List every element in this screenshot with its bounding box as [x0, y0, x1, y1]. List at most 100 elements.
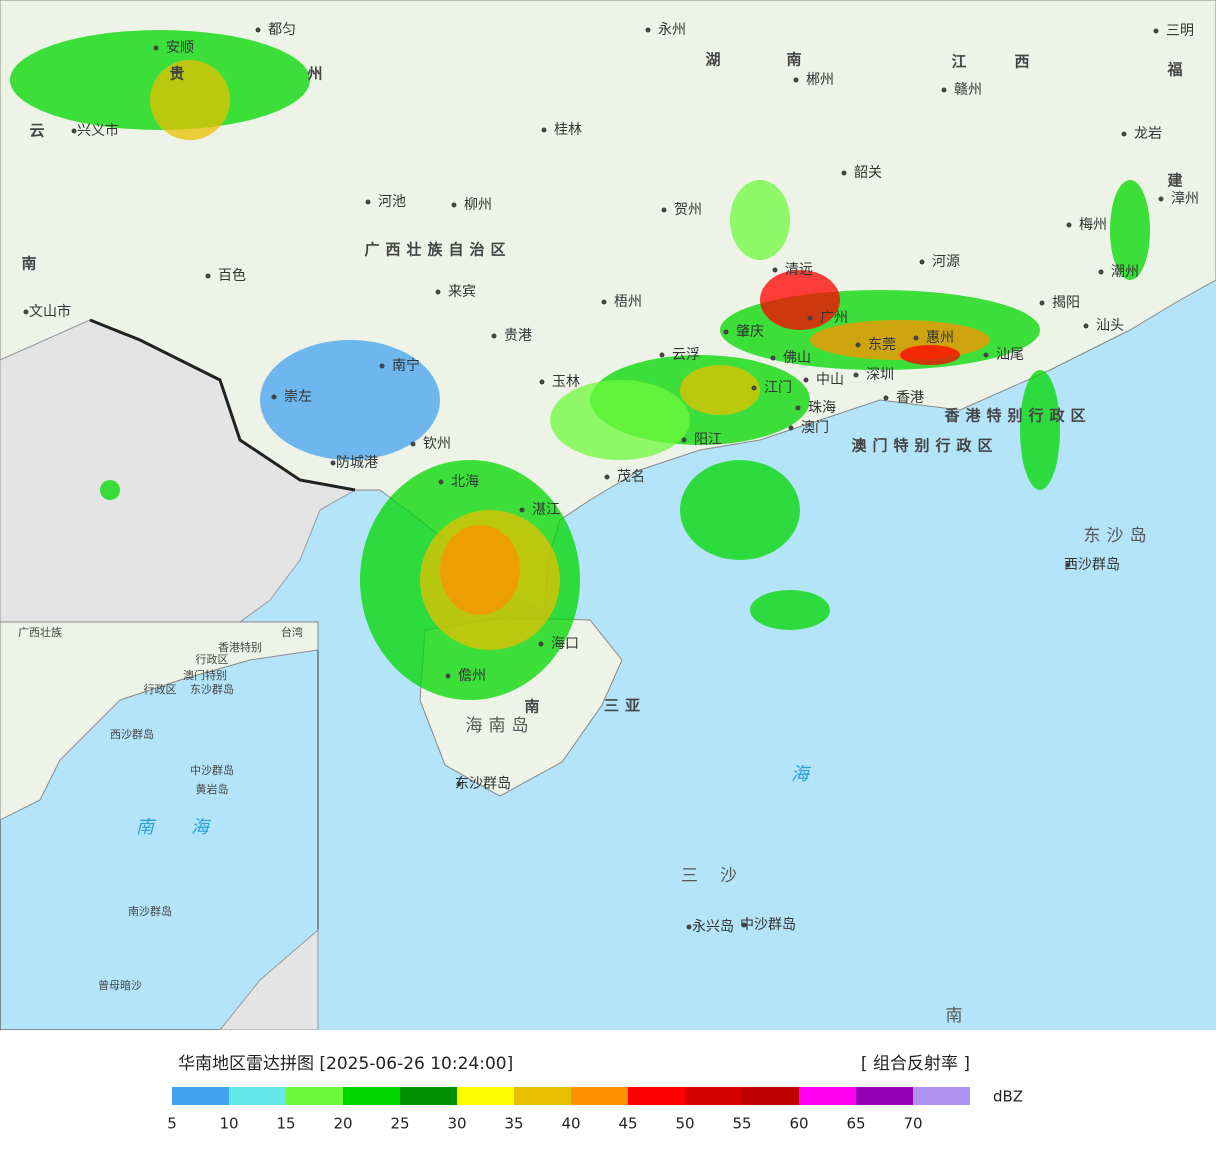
echo: [260, 340, 440, 460]
city-dot: [645, 27, 651, 33]
city-dot: [807, 315, 813, 321]
city-label: 阳江: [694, 432, 722, 448]
legend-tick: 20: [333, 1115, 352, 1133]
inset-label: 曾母暗沙: [98, 978, 142, 992]
legend-swatch: [286, 1087, 343, 1105]
city-label: 肇庆: [736, 324, 764, 340]
city-dot: [435, 289, 441, 295]
city-dot: [723, 329, 729, 335]
city-label: 郴州: [806, 72, 834, 88]
region-label: 广西壮族自治区: [364, 241, 511, 259]
city-dot: [1066, 222, 1072, 228]
city-label: 中沙群岛: [740, 917, 796, 933]
region-label: 南: [524, 698, 545, 716]
city-dot: [1098, 269, 1104, 275]
city-dot: [681, 437, 687, 443]
inset-label: 海: [191, 817, 212, 838]
city-label: 海口: [551, 636, 579, 652]
city-label: 崇左: [284, 389, 312, 405]
region-label: 香港特别行政区: [944, 407, 1091, 425]
echo: [440, 525, 520, 615]
inset-label: 行政区: [144, 682, 177, 696]
region-label: 三亚: [604, 697, 646, 715]
city-dot: [23, 309, 29, 315]
city-dot: [788, 425, 794, 431]
city-label: 三明: [1166, 23, 1194, 39]
city-label: 佛山: [783, 350, 811, 366]
legend-swatch: [229, 1087, 286, 1105]
radar-echoes: [10, 30, 1150, 700]
city-label: 云浮: [672, 347, 700, 363]
city-label: 茂名: [617, 468, 645, 485]
legend-tick: 25: [390, 1115, 409, 1133]
city-label: 桂林: [554, 122, 582, 138]
city-label: 永兴岛: [692, 919, 734, 935]
city-label: 东莞: [868, 337, 896, 353]
echo: [150, 60, 230, 140]
city-label: 清远: [785, 262, 813, 278]
city-dot: [379, 363, 385, 369]
city-label: 来宾: [448, 284, 476, 300]
inset-label: 香港特别: [218, 640, 262, 654]
legend-swatch: [457, 1087, 514, 1105]
inset-land: [0, 621, 319, 821]
city-dot: [1039, 300, 1045, 306]
echo: [680, 460, 800, 560]
legend-swatch: [856, 1087, 913, 1105]
city-dot: [770, 355, 776, 361]
city-label: 南宁: [392, 357, 420, 374]
city-dot: [855, 342, 861, 348]
title: 华南地区雷达拼图 [2025-06-26 10:24:00]: [178, 1054, 513, 1074]
echo: [900, 345, 960, 365]
city-label: 深圳: [866, 367, 894, 383]
region-label: 东沙岛: [1084, 526, 1153, 546]
city-dot: [803, 377, 809, 383]
city-label: 都匀: [268, 22, 296, 38]
inset-label: 黄岩岛: [196, 782, 229, 796]
legend-tick: 40: [561, 1115, 580, 1133]
city-label: 香港: [896, 390, 924, 406]
city-dot: [1153, 28, 1159, 34]
inset-label: 行政区: [196, 652, 229, 666]
legend-tick: 35: [504, 1115, 523, 1133]
echo: [1110, 180, 1150, 280]
city-label: 赣州: [954, 82, 982, 98]
city-label: 澳门: [801, 420, 829, 436]
city-dot: [983, 352, 989, 358]
city-label: 中山: [816, 372, 844, 388]
city-dot: [883, 395, 889, 401]
city-label: 河源: [932, 254, 960, 270]
city-dot: [686, 924, 692, 930]
city-dot: [604, 474, 610, 480]
legend-tick: 50: [675, 1115, 694, 1133]
region-label: 南: [946, 1006, 969, 1026]
city-label: 安顺: [166, 40, 194, 56]
inset-label: 东沙群岛: [190, 682, 234, 696]
city-dot: [330, 460, 336, 466]
city-label: 柳州: [464, 196, 492, 213]
city-dot: [255, 27, 261, 33]
city-label: 梅州: [1079, 217, 1107, 233]
city-dot: [519, 507, 525, 513]
city-label: 河池: [378, 194, 406, 210]
city-dot: [841, 170, 847, 176]
city-dot: [1121, 131, 1127, 137]
city-dot: [661, 207, 667, 213]
legend-swatch: [799, 1087, 856, 1105]
city-dot: [491, 333, 497, 339]
city-label: 湛江: [532, 502, 560, 518]
region-label: 澳门特别行政区: [851, 437, 998, 455]
city-dot: [741, 922, 747, 928]
region-label: 西: [1014, 53, 1035, 71]
echo: [750, 590, 830, 630]
city-label: 永州: [658, 22, 686, 38]
legend-tick: 45: [618, 1115, 637, 1133]
city-dot: [438, 479, 444, 485]
city-dot: [659, 352, 665, 358]
legend-swatch: [514, 1087, 571, 1105]
legend-tick: 30: [447, 1115, 466, 1133]
region-label: 南: [21, 255, 42, 273]
city-dot: [1158, 196, 1164, 202]
legend-swatch: [742, 1087, 799, 1105]
legend-swatch: [685, 1087, 742, 1105]
